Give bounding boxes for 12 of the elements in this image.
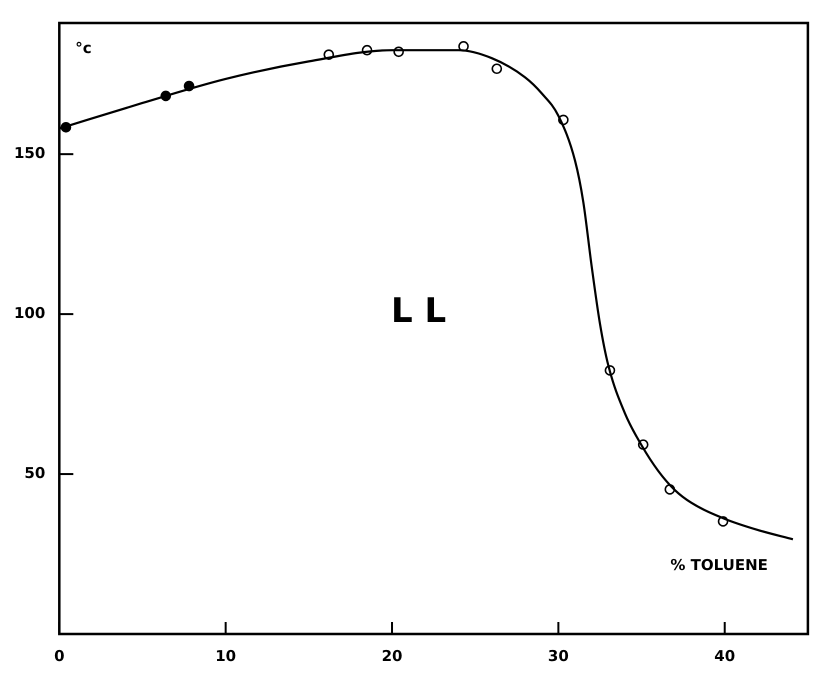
y-axis-title: °c	[75, 38, 92, 57]
x-tick-label: 0	[54, 646, 65, 665]
x-tick-label: 10	[215, 646, 236, 665]
y-tick-label: 150	[14, 144, 46, 162]
point	[492, 63, 502, 74]
y-tick-label: 50	[24, 464, 46, 482]
x-axis-title: % TOLUENE	[670, 556, 768, 574]
x-tick-label: 30	[548, 646, 569, 665]
annotation: L L	[391, 291, 446, 332]
x-tick-label: 20	[382, 646, 402, 665]
y-tick-label: 100	[14, 304, 46, 322]
x-tick-label: 40	[714, 646, 736, 665]
